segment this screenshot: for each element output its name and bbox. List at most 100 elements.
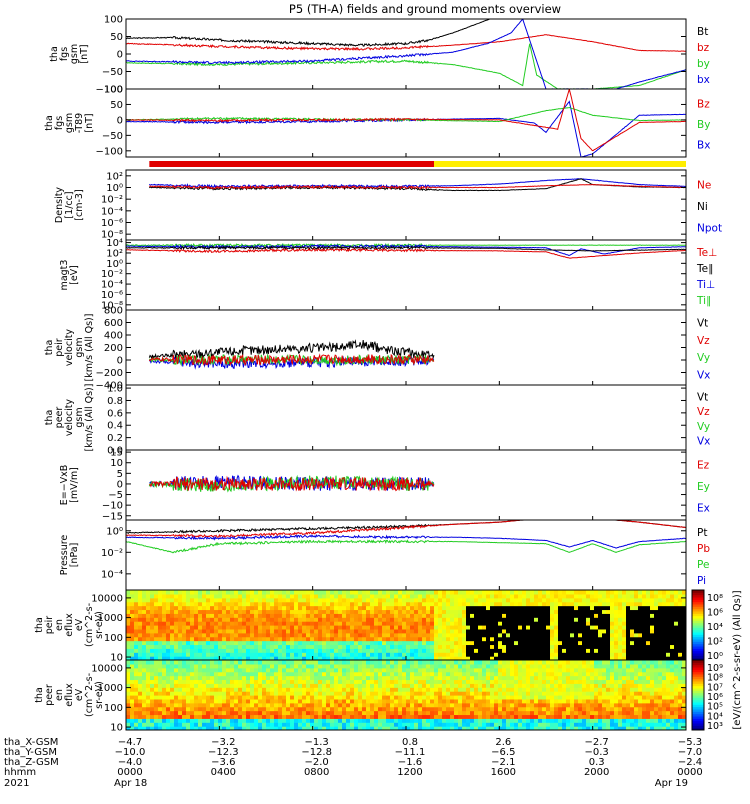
- spectrogram-cell: [502, 633, 507, 637]
- spectrogram-cell: [166, 676, 171, 680]
- spectrogram-cell: [394, 668, 399, 672]
- spectrogram-cell: [214, 668, 219, 672]
- spectrogram-cell: [638, 613, 643, 617]
- spectrogram-cell: [526, 672, 531, 676]
- spectrogram-cell: [646, 602, 651, 606]
- spectrogram-cell: [182, 641, 187, 645]
- spectrogram-cell: [582, 621, 587, 625]
- spectrogram-cell: [154, 691, 159, 695]
- spectrogram-cell: [178, 633, 183, 637]
- spectrogram-cell: [638, 590, 643, 594]
- spectrogram-cell: [278, 602, 283, 606]
- spectrogram-cell: [394, 664, 399, 668]
- spectrogram-cell: [390, 679, 395, 683]
- spectrogram-cell: [258, 598, 263, 602]
- spectrogram-cell: [134, 648, 139, 652]
- spectrogram-cell: [450, 648, 455, 652]
- y-tick-label: 10⁴: [106, 238, 123, 249]
- series-line-By: [126, 108, 686, 122]
- spectrogram-cell: [490, 606, 495, 610]
- spectrogram-cell: [630, 648, 635, 652]
- spectrogram-cell: [178, 714, 183, 718]
- spectrogram-cell: [518, 679, 523, 683]
- spectrogram-cell: [282, 629, 287, 633]
- spectrogram-cell: [310, 711, 315, 715]
- spectrogram-cell: [246, 722, 251, 726]
- spectrogram-cell: [194, 687, 199, 691]
- spectrogram-cell: [522, 602, 527, 606]
- spectrogram-cell: [526, 602, 531, 606]
- spectrogram-cell: [154, 625, 159, 629]
- spectrogram-cell: [526, 652, 531, 656]
- spectrogram-cell: [310, 660, 315, 664]
- spectrogram-cell: [474, 703, 479, 707]
- spectrogram-cell: [406, 602, 411, 606]
- spectrogram-cell: [290, 613, 295, 617]
- spectrogram-cell: [174, 691, 179, 695]
- spectrogram-cell: [354, 695, 359, 699]
- spectrogram-cell: [238, 699, 243, 703]
- spectrogram-cell: [526, 594, 531, 598]
- spectrogram-cell: [334, 606, 339, 610]
- spectrogram-cell: [494, 621, 499, 625]
- spectrogram-cell: [506, 644, 511, 648]
- spectrogram-cell: [510, 711, 515, 715]
- spectrogram-cell: [322, 660, 327, 664]
- spectrogram-cell: [354, 672, 359, 676]
- spectrogram-cell: [502, 625, 507, 629]
- spectrogram-cell: [470, 699, 475, 703]
- spectrogram-cell: [346, 652, 351, 656]
- spectrogram-cell: [462, 609, 467, 613]
- spectrogram-cell: [318, 683, 323, 687]
- spectrogram-cell: [450, 613, 455, 617]
- spectrogram-cell: [482, 668, 487, 672]
- spectrogram-cell: [554, 644, 559, 648]
- spectrogram-cell: [434, 598, 439, 602]
- spectrogram-cell: [382, 679, 387, 683]
- spectrogram-cell: [382, 672, 387, 676]
- spectrogram-cell: [350, 676, 355, 680]
- spectrogram-cell: [490, 703, 495, 707]
- spectrogram-cell: [434, 676, 439, 680]
- spectrogram-cell: [442, 679, 447, 683]
- spectrogram-cell: [258, 602, 263, 606]
- spectrogram-cell: [270, 703, 275, 707]
- spectrogram-cell: [222, 617, 227, 621]
- spectrogram-cell: [350, 707, 355, 711]
- spectrogram-cell: [550, 711, 555, 715]
- spectrogram-cell: [446, 644, 451, 648]
- spectrogram-cell: [322, 683, 327, 687]
- spectrogram-cell: [666, 644, 671, 648]
- spectrogram-cell: [678, 652, 683, 656]
- spectrogram-cell: [326, 621, 331, 625]
- spectrogram-cell: [590, 644, 595, 648]
- spectrogram-cell: [170, 629, 175, 633]
- spectrogram-cell: [342, 629, 347, 633]
- spectrogram-cell: [546, 606, 551, 610]
- spectrogram-cell: [566, 648, 571, 652]
- spectrogram-cell: [678, 648, 683, 652]
- spectrogram-cell: [302, 644, 307, 648]
- spectrogram-cell: [246, 594, 251, 598]
- spectrogram-cell: [234, 668, 239, 672]
- spectrogram-cell: [302, 703, 307, 707]
- spectrogram-cell: [282, 664, 287, 668]
- spectrogram-cell: [178, 648, 183, 652]
- spectrogram-cell: [246, 676, 251, 680]
- spectrogram-cell: [450, 718, 455, 722]
- spectrogram-cell: [254, 664, 259, 668]
- spectrogram-cell: [590, 699, 595, 703]
- spectrogram-cell: [346, 598, 351, 602]
- spectrogram-cell: [610, 594, 615, 598]
- spectrogram-cell: [550, 617, 555, 621]
- spectrogram-cell: [566, 672, 571, 676]
- spectrogram-cell: [490, 660, 495, 664]
- spectrogram-cell: [334, 594, 339, 598]
- spectrogram-cell: [666, 617, 671, 621]
- spectrogram-cell: [610, 637, 615, 641]
- spectrogram-cell: [542, 609, 547, 613]
- spectrogram-cell: [658, 602, 663, 606]
- spectrogram-cell: [338, 625, 343, 629]
- spectrogram-cell: [302, 652, 307, 656]
- spectrogram-cell: [182, 609, 187, 613]
